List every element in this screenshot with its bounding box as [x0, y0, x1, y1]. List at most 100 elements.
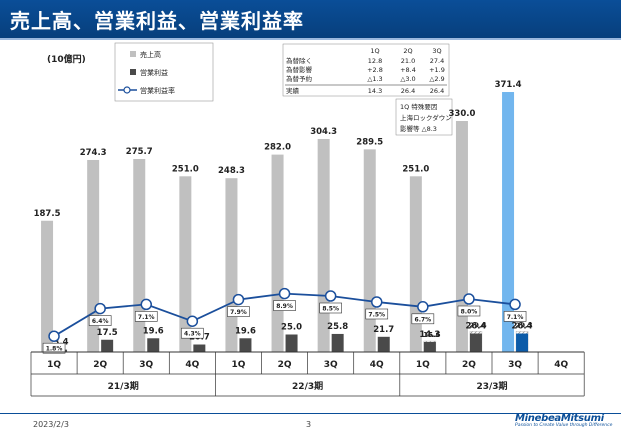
- margin-marker: [278, 287, 291, 300]
- op-value-label: 3.4: [54, 338, 69, 348]
- legend: 売上高 営業利益 営業利益率: [114, 42, 214, 102]
- annotation-line: 上海ロックダウン: [400, 113, 452, 122]
- x-tick-label: 2Q: [93, 360, 107, 370]
- op-value-label: 25.8: [327, 322, 348, 332]
- legend-marker-margin: [123, 86, 131, 94]
- margin-label-box: [227, 306, 250, 317]
- breakdown-row-label: 為替予約: [286, 74, 313, 83]
- title-band: [0, 0, 621, 38]
- op-value-label: 26.4: [465, 322, 486, 332]
- page-number: 3: [306, 420, 312, 429]
- x-tick-label: 1Q: [47, 360, 61, 370]
- op-bar: [331, 333, 344, 352]
- breakdown-row-label: 実績: [286, 86, 300, 95]
- op-bar: [193, 344, 206, 352]
- margin-label-box: [457, 305, 481, 317]
- breakdown-cell: △3.0: [400, 75, 415, 83]
- special-factor-annotation: 1Q 特殊要因 上海ロックダウン 影響等 △8.3: [395, 98, 453, 136]
- sales-bar: [317, 138, 330, 352]
- breakdown-cell: 21.0: [401, 57, 415, 65]
- bars-layer: 187.53.4274.317.5275.719.6251.010.7248.3…: [34, 80, 533, 353]
- annotation-line: 影響等 △8.3: [400, 124, 437, 133]
- op-value-label: 14.3: [419, 330, 440, 340]
- breakdown-cell: +2.8: [367, 66, 383, 74]
- op-bar: [469, 333, 482, 352]
- period-label: 21/3期: [108, 380, 139, 392]
- x-tick-label: 2Q: [462, 360, 476, 370]
- margin-value-label: 7.5%: [368, 312, 385, 319]
- breakdown-table: 1Q 2Q 3Q 為替除く 12.8 21.0 27.4 為替影響 +2.8 +…: [282, 43, 450, 97]
- margin-marker: [463, 293, 475, 305]
- sales-bar: [455, 121, 468, 352]
- op-value-label: 19.6: [143, 326, 164, 336]
- op-bar: [239, 338, 252, 352]
- annotation-box: [395, 98, 453, 136]
- breakdown-cell: 27.4: [430, 57, 444, 65]
- margin-value-label: 1.8%: [46, 346, 63, 353]
- title-underline: [0, 38, 621, 40]
- legend-swatch-sales: [130, 51, 136, 57]
- margin-marker: [140, 298, 152, 311]
- x-tick-label: 4Q: [370, 360, 384, 370]
- op-bar: [377, 336, 390, 352]
- margin-label-box: [88, 315, 112, 326]
- sales-bar: [133, 159, 146, 352]
- sales-value-label: 371.4: [495, 80, 522, 90]
- footer-divider: [0, 413, 621, 414]
- margin-marker: [186, 315, 199, 327]
- breakdown-row-label: 為替影響: [286, 65, 313, 74]
- margin-marker: [371, 296, 383, 308]
- op-value-label: 26.4: [512, 322, 533, 332]
- breakdown-cell: △2.9: [429, 75, 444, 83]
- unit-label: (10億円): [47, 53, 86, 65]
- sales-bar: [179, 176, 192, 352]
- page-title: 売上高、営業利益、営業利益率: [10, 9, 304, 33]
- op-excl-value-label: 15.6: [423, 331, 440, 339]
- margin-label-box: [365, 308, 389, 320]
- margin-label-box: [273, 300, 296, 311]
- annotation-line: 1Q 特殊要因: [400, 102, 437, 111]
- breakdown-col-2q: 2Q: [403, 47, 412, 55]
- sales-value-label: 187.5: [34, 209, 61, 219]
- sales-value-label: 274.3: [80, 148, 107, 158]
- margin-value-label: 7.1%: [138, 314, 155, 321]
- breakdown-box: [282, 43, 450, 97]
- footer-date: 2023/2/3: [33, 420, 69, 429]
- x-tick-label: 3Q: [508, 360, 522, 370]
- sales-value-label: 289.5: [356, 137, 383, 147]
- op-bar: [285, 334, 298, 352]
- sales-value-label: 330.0: [449, 109, 476, 119]
- legend-label-margin: 営業利益率: [140, 86, 175, 95]
- logo-name: MinebeaMitsumi: [515, 413, 604, 424]
- sales-value-label: 248.3: [218, 166, 245, 176]
- legend-swatch-op: [130, 69, 136, 75]
- op-excl-value-label: 29.3: [515, 321, 532, 329]
- breakdown-cell: 26.4: [430, 87, 444, 95]
- breakdown-row-label: 為替除く: [286, 56, 312, 65]
- margin-value-label: 7.1%: [507, 314, 524, 321]
- x-tick-label: 4Q: [185, 360, 199, 370]
- margin-label-box: [503, 311, 527, 322]
- margin-label-box: [134, 311, 158, 322]
- margin-value-label: 7.9%: [230, 309, 247, 316]
- op-bar: [147, 338, 160, 352]
- breakdown-cell: +1.9: [429, 66, 445, 74]
- sales-bar: [41, 220, 54, 352]
- breakdown-cell: △1.3: [367, 75, 382, 83]
- op-value-label: 25.0: [281, 323, 302, 333]
- margin-value-label: 8.0%: [461, 309, 478, 316]
- x-axis: 1Q 2Q 3Q 4Q 1Q 2Q 3Q 4Q 1Q 2Q 3Q 4Q 21/3期 22/3期 23/3期: [30, 351, 585, 397]
- breakdown-cell: +8.4: [400, 66, 416, 74]
- x-tick-label: 3Q: [324, 360, 338, 370]
- x-tick-label: 1Q: [416, 360, 430, 370]
- sales-bar: [363, 149, 376, 352]
- op-value-label: 19.6: [235, 326, 256, 336]
- period-label: 22/3期: [292, 380, 323, 392]
- margin-value-label: 6.7%: [415, 316, 432, 323]
- margin-label-box: [319, 302, 342, 314]
- margin-value-label: 4.3%: [184, 331, 201, 338]
- company-logo: MinebeaMitsumi Passion to Create Value t…: [515, 413, 615, 428]
- breakdown-col-3q: 3Q: [432, 47, 441, 55]
- margin-value-label: 8.9%: [276, 303, 293, 310]
